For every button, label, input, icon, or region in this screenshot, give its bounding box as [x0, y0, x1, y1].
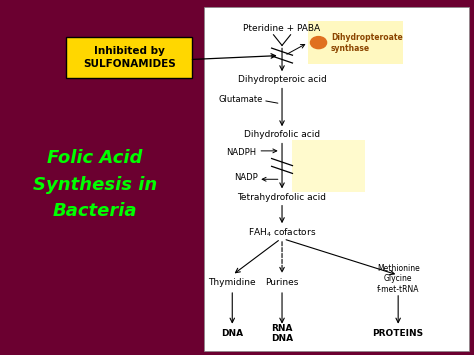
Text: Dihydropteroic acid: Dihydropteroic acid	[237, 75, 327, 84]
FancyBboxPatch shape	[204, 7, 469, 351]
Text: RNA
DNA: RNA DNA	[271, 324, 293, 343]
Text: NADPH: NADPH	[226, 148, 256, 157]
Text: Glutamate: Glutamate	[219, 95, 263, 104]
FancyBboxPatch shape	[66, 37, 192, 78]
Text: Pteridine + PABA: Pteridine + PABA	[244, 24, 320, 33]
Text: Dihydropteroate
synthase: Dihydropteroate synthase	[331, 33, 402, 53]
FancyBboxPatch shape	[292, 140, 365, 192]
FancyBboxPatch shape	[308, 21, 403, 64]
Text: FAH$_4$ cofactors: FAH$_4$ cofactors	[248, 226, 316, 239]
Text: Methionine
Glycine
f-met-tRNA: Methionine Glycine f-met-tRNA	[377, 264, 419, 294]
Text: Thymidine: Thymidine	[209, 278, 256, 287]
Text: Dihydrofolic acid: Dihydrofolic acid	[244, 130, 320, 140]
Text: NADP: NADP	[235, 173, 258, 182]
Circle shape	[310, 37, 327, 49]
Text: Folic Acid
Synthesis in
Bacteria: Folic Acid Synthesis in Bacteria	[33, 149, 157, 220]
Text: PROTEINS: PROTEINS	[373, 329, 424, 338]
Text: Tetrahydrofolic acid: Tetrahydrofolic acid	[237, 192, 327, 202]
Text: Inhibited by
SULFONAMIDES: Inhibited by SULFONAMIDES	[83, 47, 175, 69]
Text: Purines: Purines	[265, 278, 299, 287]
Text: DNA: DNA	[221, 329, 243, 338]
